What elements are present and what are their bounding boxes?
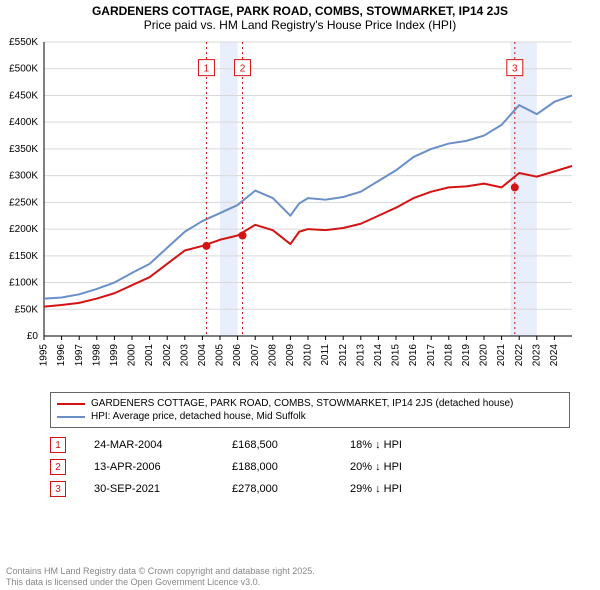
sale-marker-id: 2	[240, 64, 246, 75]
x-tick-label: 1995	[39, 344, 50, 367]
y-tick-label: £150K	[9, 251, 38, 262]
sale-marker-dot	[202, 242, 210, 250]
series-property	[44, 166, 572, 307]
y-tick-label: £0	[27, 331, 39, 342]
x-tick-label: 1998	[91, 344, 102, 367]
y-tick-label: £250K	[9, 197, 38, 208]
x-tick-label: 2021	[496, 344, 507, 367]
x-tick-label: 2008	[267, 344, 278, 367]
x-tick-label: 2009	[285, 344, 296, 367]
x-tick-label: 2005	[215, 344, 226, 367]
sale-price: £168,500	[232, 439, 322, 451]
y-tick-label: £50K	[15, 304, 39, 315]
x-tick-label: 2006	[232, 344, 243, 367]
sale-delta: 18% ↓ HPI	[350, 439, 402, 451]
y-tick-label: £350K	[9, 144, 38, 155]
sale-price: £188,000	[232, 461, 322, 473]
legend-label: GARDENERS COTTAGE, PARK ROAD, COMBS, STO…	[91, 398, 513, 409]
chart-title-line2: Price paid vs. HM Land Registry's House …	[8, 18, 592, 32]
y-tick-label: £200K	[9, 224, 38, 235]
sales-row: 2 13-APR-2006 £188,000 20% ↓ HPI	[50, 456, 570, 478]
x-tick-label: 1999	[109, 344, 120, 367]
legend: GARDENERS COTTAGE, PARK ROAD, COMBS, STO…	[50, 392, 570, 428]
x-tick-label: 2024	[549, 344, 560, 367]
x-tick-label: 2001	[144, 344, 155, 367]
sale-date: 13-APR-2006	[94, 461, 204, 473]
chart-svg: £0 £50K £100K £150K £200K £250K £300K £350K £400…	[0, 36, 580, 386]
x-tick-label: 2002	[162, 344, 173, 367]
sale-marker-dot	[511, 183, 519, 191]
y-tick-label: £400K	[9, 117, 38, 128]
x-tick-label: 2000	[127, 344, 138, 367]
recession-band	[220, 42, 238, 336]
x-tick-label: 2016	[408, 344, 419, 367]
footnote-line2: This data is licensed under the Open Gov…	[6, 577, 315, 588]
legend-row: HPI: Average price, detached house, Mid …	[57, 410, 563, 423]
x-tick-label: 2023	[531, 344, 542, 367]
sale-price: £278,000	[232, 483, 322, 495]
sale-marker-dot	[239, 232, 247, 240]
sale-row-marker: 1	[50, 437, 66, 453]
x-tick-label: 2004	[197, 344, 208, 367]
legend-swatch	[57, 403, 85, 405]
series-hpi	[44, 95, 572, 298]
x-tick-label: 2012	[338, 344, 349, 367]
sale-row-marker: 3	[50, 481, 66, 497]
legend-label: HPI: Average price, detached house, Mid …	[91, 411, 306, 422]
chart-title-line1: GARDENERS COTTAGE, PARK ROAD, COMBS, STO…	[8, 4, 592, 18]
y-tick-label: £550K	[9, 37, 38, 48]
sale-date: 30-SEP-2021	[94, 483, 204, 495]
x-tick-label: 1997	[74, 344, 85, 367]
x-tick-label: 2022	[514, 344, 525, 367]
x-tick-label: 2020	[479, 344, 490, 367]
x-tick-label: 2010	[303, 344, 314, 367]
legend-swatch	[57, 416, 85, 418]
sale-marker-id: 1	[204, 64, 210, 75]
x-tick-label: 2017	[426, 344, 437, 367]
y-tick-label: £100K	[9, 278, 38, 289]
y-tick-label: £300K	[9, 171, 38, 182]
x-tick-label: 1996	[56, 344, 67, 367]
price-chart: £0 £50K £100K £150K £200K £250K £300K £350K £400…	[0, 36, 580, 386]
x-tick-label: 2015	[391, 344, 402, 367]
x-tick-label: 2011	[320, 344, 331, 366]
legend-row: GARDENERS COTTAGE, PARK ROAD, COMBS, STO…	[57, 397, 563, 410]
x-tick-label: 2007	[250, 344, 261, 367]
sales-row: 3 30-SEP-2021 £278,000 29% ↓ HPI	[50, 478, 570, 500]
footnote-line1: Contains HM Land Registry data © Crown c…	[6, 566, 315, 577]
y-tick-label: £450K	[9, 90, 38, 101]
sales-row: 1 24-MAR-2004 £168,500 18% ↓ HPI	[50, 434, 570, 456]
x-tick-label: 2003	[179, 344, 190, 367]
sale-delta: 29% ↓ HPI	[350, 483, 402, 495]
sale-row-marker: 2	[50, 459, 66, 475]
x-tick-label: 2018	[443, 344, 454, 367]
sale-delta: 20% ↓ HPI	[350, 461, 402, 473]
x-tick-label: 2019	[461, 344, 472, 367]
chart-title-block: GARDENERS COTTAGE, PARK ROAD, COMBS, STO…	[0, 0, 600, 34]
y-tick-label: £500K	[9, 64, 38, 75]
sales-table: 1 24-MAR-2004 £168,500 18% ↓ HPI 2 13-APR-200…	[50, 434, 570, 500]
footnote-text: Contains HM Land Registry data © Crown c…	[6, 566, 315, 589]
sale-marker-id: 3	[512, 64, 518, 75]
sale-date: 24-MAR-2004	[94, 439, 204, 451]
x-tick-label: 2014	[373, 344, 384, 367]
x-tick-label: 2013	[355, 344, 366, 367]
